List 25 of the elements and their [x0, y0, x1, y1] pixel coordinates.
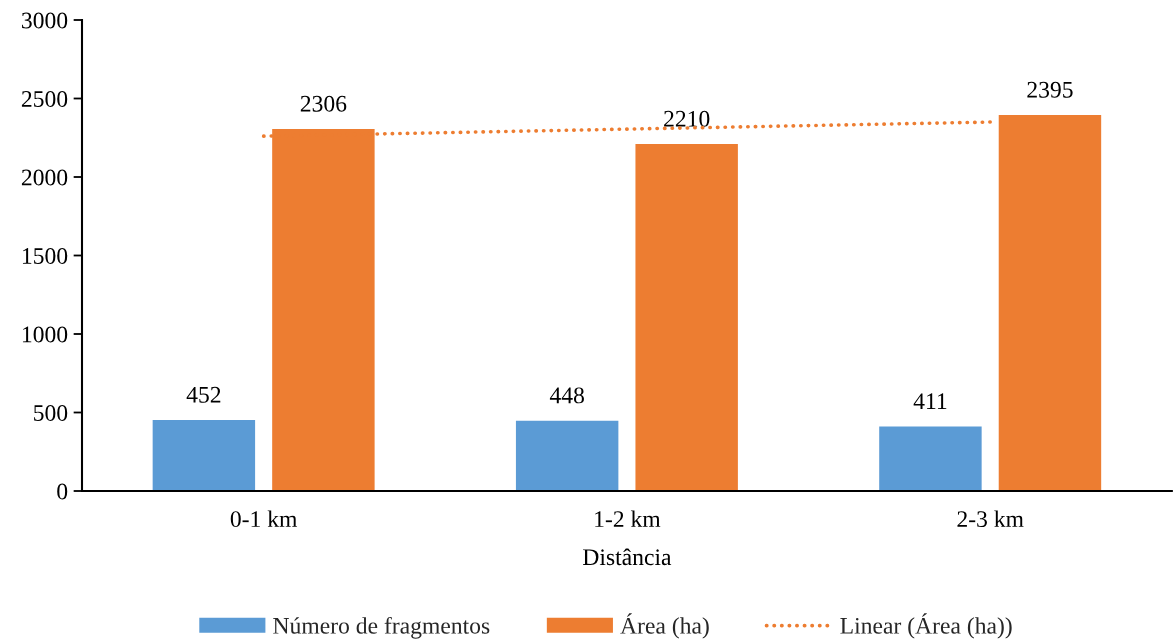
x-tick-label: 1-2 km	[595, 510, 661, 527]
y-tick-label: 3000	[22, 12, 68, 29]
data-label: 2210	[664, 110, 710, 127]
bar	[879, 426, 982, 491]
data-label: 452	[186, 386, 221, 403]
y-tick-label: 1500	[22, 247, 68, 264]
y-tick-label: 2500	[21, 90, 68, 107]
x-tick-label: 2-3 km	[957, 510, 1024, 528]
y-tick-label: 2000	[21, 169, 68, 186]
bar	[635, 144, 738, 491]
bar	[515, 420, 619, 491]
y-tick-label: 1000	[22, 326, 68, 343]
legend-label: Linear (Área (ha))	[840, 613, 1012, 639]
bar	[998, 114, 1102, 491]
data-label: 448	[549, 387, 584, 404]
y-tick-label: 500	[34, 404, 68, 421]
data-label: 2306	[300, 95, 347, 112]
data-label: 411	[913, 393, 947, 409]
data-label: 2395	[1027, 81, 1073, 98]
x-tick-label: 0-1 km	[230, 510, 298, 528]
legend-label: Área (ha)	[620, 613, 709, 639]
legend-label: Número de fragmentos	[273, 616, 490, 639]
bar	[152, 420, 256, 491]
y-tick-label: 0	[57, 483, 68, 500]
x-axis-title: Distância	[583, 548, 672, 566]
